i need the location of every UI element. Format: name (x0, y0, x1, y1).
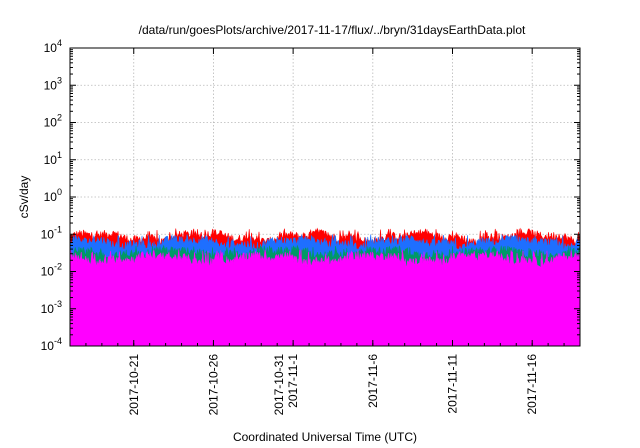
x-tick-label: 2017-10-31 (272, 354, 286, 416)
x-tick-label: 2017-11-6 (366, 354, 380, 408)
y-tick-label: 10-2 (41, 262, 62, 279)
y-tick-label: 10-3 (41, 299, 62, 316)
y-tick-label: 10-4 (41, 336, 62, 353)
x-tick-label: 2017-11-11 (446, 354, 460, 414)
x-axis-label: Coordinated Universal Time (UTC) (233, 430, 417, 444)
y-tick-label: 103 (44, 75, 62, 92)
x-tick-labels: 2017-10-21 2017-10-26 2017-10-31 2017-11-1 2… (127, 354, 539, 416)
x-tick-label: 2017-11-16 (525, 354, 539, 415)
x-tick-label: 2017-10-21 (127, 354, 141, 416)
chart-title: /data/run/goesPlots/archive/2017-11-17/f… (139, 23, 526, 37)
y-tick-label: 102 (44, 113, 62, 130)
y-tick-label: 100 (44, 187, 62, 204)
x-tick-label: 2017-10-26 (206, 354, 220, 416)
y-tick-label: 10-1 (41, 224, 62, 241)
series-3-area (69, 249, 581, 347)
y-tick-label: 104 (44, 38, 62, 55)
y-tick-label: 101 (44, 150, 62, 167)
y-axis-label: cSv/day (17, 176, 31, 219)
x-tick-label: 2017-11-1 (286, 354, 300, 408)
series-area (69, 227, 581, 347)
y-tick-labels: 10-4 10-3 10-2 10-1 100 101 102 103 104 (41, 38, 62, 353)
plot-frame (69, 47, 581, 347)
